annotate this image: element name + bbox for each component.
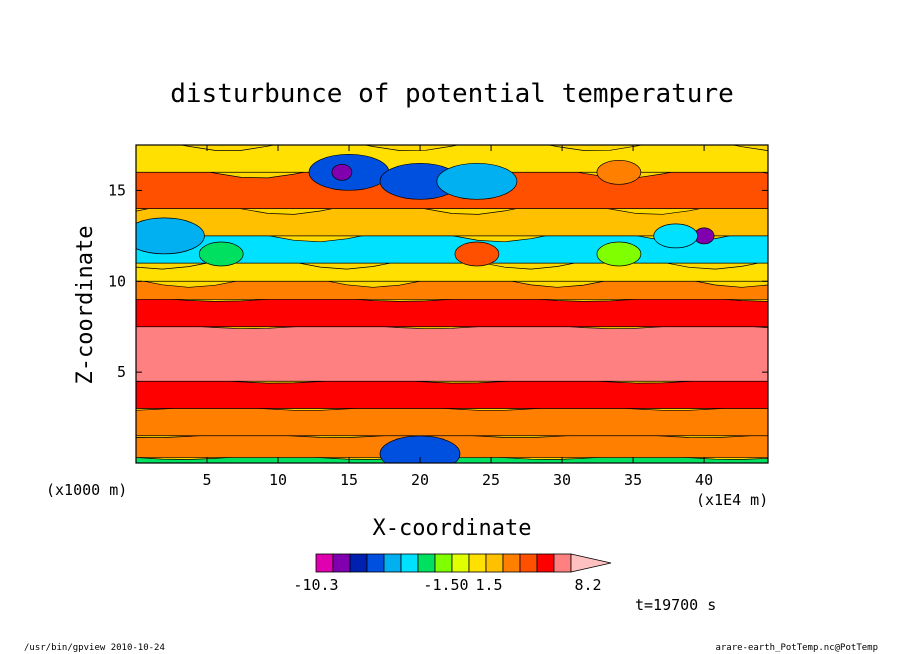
colorbar-label-min: -10.3 bbox=[293, 576, 338, 594]
colorbar-labels: -10.3 -1.50 1.5 8.2 bbox=[293, 576, 601, 594]
x-axis-unit: (x1E4 m) bbox=[696, 491, 768, 509]
colorbar-swatch bbox=[553, 553, 572, 573]
contour-feature bbox=[136, 217, 205, 255]
colorbar-swatch bbox=[468, 553, 487, 573]
footer-right: arare-earth_PotTemp.nc@PotTemp bbox=[715, 643, 878, 653]
x-tick-label: 40 bbox=[695, 471, 713, 489]
x-tick-label: 20 bbox=[411, 471, 429, 489]
contour-feature bbox=[436, 162, 518, 200]
colorbar bbox=[315, 553, 612, 573]
colorbar-swatch bbox=[485, 553, 504, 573]
x-tick-label: 25 bbox=[482, 471, 500, 489]
contour-band bbox=[136, 378, 768, 409]
colorbar-swatch bbox=[502, 553, 521, 573]
contour-feature bbox=[198, 241, 244, 267]
contour-feature bbox=[596, 159, 642, 185]
x-tick-label: 35 bbox=[624, 471, 642, 489]
x-tick-label: 5 bbox=[202, 471, 211, 489]
colorbar-swatch bbox=[451, 553, 470, 573]
x-tick-label: 30 bbox=[553, 471, 571, 489]
colorbar-swatch bbox=[332, 553, 351, 573]
x-tick-label: 15 bbox=[340, 471, 358, 489]
colorbar-swatch bbox=[417, 553, 436, 573]
colorbar-swatch bbox=[366, 553, 385, 573]
colorbar-swatch bbox=[519, 553, 538, 573]
colorbar-swatch bbox=[315, 553, 334, 573]
contour-feature bbox=[379, 435, 461, 463]
colorbar-swatch bbox=[536, 553, 555, 573]
colorbar-swatch bbox=[434, 553, 453, 573]
contour-feature bbox=[454, 241, 500, 267]
time-label: t=19700 s bbox=[635, 596, 716, 614]
colorbar-label-max: 8.2 bbox=[574, 576, 601, 594]
y-tick-label: 15 bbox=[108, 181, 126, 199]
contour-feature bbox=[331, 163, 353, 181]
contour-band bbox=[136, 297, 768, 328]
footer-left: /usr/bin/gpview 2010-10-24 bbox=[24, 643, 165, 653]
chart-title: disturbunce of potential temperature bbox=[170, 79, 734, 109]
y-axis-unit: (x1000 m) bbox=[46, 481, 127, 499]
x-tick-label: 10 bbox=[269, 471, 287, 489]
x-axis-ticks: 5 10 15 20 25 30 35 40 bbox=[202, 145, 713, 489]
colorbar-arrow bbox=[570, 553, 612, 573]
colorbar-label-neg: -1.50 bbox=[423, 576, 468, 594]
y-axis-ticks: 5 10 15 bbox=[108, 181, 768, 381]
contour-feature bbox=[596, 241, 642, 267]
y-tick-label: 5 bbox=[117, 363, 126, 381]
colorbar-label-pos: 1.5 bbox=[475, 576, 502, 594]
contour-band bbox=[136, 406, 768, 437]
y-axis-title: Z-coordinate bbox=[73, 226, 98, 385]
colorbar-swatch bbox=[400, 553, 419, 573]
contour-band bbox=[136, 324, 768, 382]
colorbar-swatch bbox=[349, 553, 368, 573]
plot-frame bbox=[135, 144, 769, 464]
contour-bands bbox=[136, 145, 768, 463]
x-axis-title: X-coordinate bbox=[373, 516, 532, 541]
contour-plot bbox=[136, 145, 768, 463]
y-tick-label: 10 bbox=[108, 272, 126, 290]
contour-feature bbox=[653, 223, 699, 249]
colorbar-swatch bbox=[383, 553, 402, 573]
contour-features bbox=[136, 153, 715, 463]
